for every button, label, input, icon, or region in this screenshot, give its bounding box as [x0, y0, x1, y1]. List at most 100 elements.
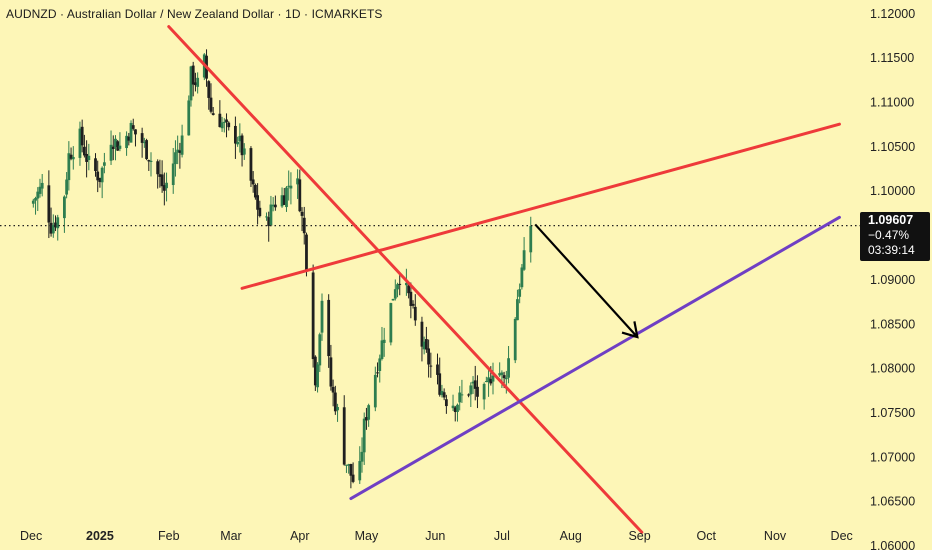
candle-body	[351, 474, 355, 482]
candle-body	[318, 334, 322, 366]
candle-body	[174, 152, 177, 165]
candle-body	[393, 289, 397, 299]
candle-body	[269, 204, 273, 226]
candle-body	[438, 373, 442, 395]
candle-body	[165, 182, 168, 189]
candle-body	[427, 348, 431, 365]
time-tick-label: Apr	[290, 529, 309, 543]
candle-body	[111, 146, 115, 149]
candle-body	[476, 386, 479, 397]
time-tick-label: Aug	[560, 529, 582, 543]
price-tick-label: 1.10500	[870, 140, 915, 154]
time-tick-label: Feb	[158, 529, 180, 543]
candle-body	[65, 179, 69, 195]
candle-body	[482, 383, 486, 400]
candle-body	[129, 122, 133, 143]
price-tick-label: 1.08500	[870, 317, 915, 331]
price-axis[interactable]: 1.120001.115001.110001.105001.100001.095…	[870, 7, 915, 550]
candle-body	[162, 185, 166, 191]
time-tick-label: Nov	[764, 529, 787, 543]
candle-body	[529, 226, 533, 253]
candle-body	[311, 272, 315, 360]
candle-body	[296, 178, 299, 185]
candle-body	[518, 289, 522, 297]
candle-body	[109, 144, 113, 161]
candles-layer	[31, 49, 533, 489]
candle-body	[498, 373, 502, 376]
bar-countdown: 03:39:14	[868, 243, 915, 257]
time-tick-label: Jul	[494, 529, 510, 543]
candle-body	[240, 135, 244, 156]
candle-body	[207, 81, 211, 98]
price-tick-label: 1.06000	[870, 539, 915, 550]
forecast-arrow[interactable]	[534, 223, 639, 339]
price-tick-label: 1.07500	[870, 406, 915, 420]
candle-body	[491, 375, 495, 382]
candle-body	[69, 154, 73, 159]
candle-body	[194, 82, 197, 86]
candle-body	[34, 198, 37, 201]
candle-body	[378, 358, 382, 372]
candle-body	[471, 381, 475, 384]
candle-body	[331, 386, 335, 393]
time-tick-label: Jun	[425, 529, 445, 543]
candle-body	[413, 306, 417, 321]
candle-body	[253, 184, 257, 198]
candle-body	[453, 407, 457, 413]
candle-body	[149, 160, 153, 163]
candle-body	[345, 464, 348, 466]
candle-body	[458, 392, 462, 403]
candle-body	[96, 171, 100, 181]
candle-body	[189, 66, 193, 101]
candle-body	[82, 146, 86, 156]
candle-body	[238, 135, 242, 142]
candle-body	[251, 179, 255, 185]
time-tick-label: 2025	[86, 529, 114, 543]
candle-body	[285, 187, 288, 208]
candle-body	[522, 250, 526, 270]
candle-body	[382, 339, 386, 343]
candle-body	[282, 195, 286, 205]
candle-body	[256, 195, 260, 210]
arrow-shaft	[534, 223, 639, 338]
candle-body	[220, 122, 224, 129]
candle-body	[142, 142, 146, 144]
candle-body	[456, 404, 459, 412]
candle-body	[513, 318, 517, 361]
time-tick-label: Sep	[628, 529, 650, 543]
candle-body	[49, 222, 53, 234]
candle-body	[484, 381, 488, 383]
price-tick-label: 1.07000	[870, 450, 915, 464]
candle-body	[444, 399, 448, 407]
candle-body	[147, 160, 151, 162]
candle-body	[187, 100, 191, 136]
candle-body	[520, 267, 524, 288]
candle-body	[47, 185, 51, 223]
red-trendline[interactable]	[240, 122, 841, 290]
candle-body	[140, 133, 144, 143]
candle-body	[460, 394, 464, 396]
candle-body	[131, 125, 135, 129]
candle-body	[376, 372, 379, 374]
candle-body	[80, 126, 84, 146]
candle-body	[40, 182, 44, 189]
drawings-layer[interactable]	[167, 25, 841, 534]
candle-body	[242, 148, 246, 155]
price-tick-label: 1.10000	[870, 184, 915, 198]
purple-trendline[interactable]	[349, 215, 841, 501]
candle-body	[451, 405, 455, 409]
candle-body	[424, 339, 428, 350]
candle-body	[160, 174, 164, 187]
candle-body	[467, 394, 470, 396]
candle-body	[180, 135, 184, 155]
price-tick-label: 1.12000	[870, 7, 915, 21]
candle-body	[316, 364, 319, 388]
candle-body	[300, 211, 304, 216]
candle-body	[116, 141, 120, 151]
time-tick-label: Mar	[220, 529, 242, 543]
red-trendline[interactable]	[167, 25, 644, 534]
candle-body	[171, 163, 175, 186]
time-axis[interactable]: Dec 2025 Feb Mar Apr May Jun Jul Aug Sep Oct Nov Dec	[20, 529, 853, 543]
